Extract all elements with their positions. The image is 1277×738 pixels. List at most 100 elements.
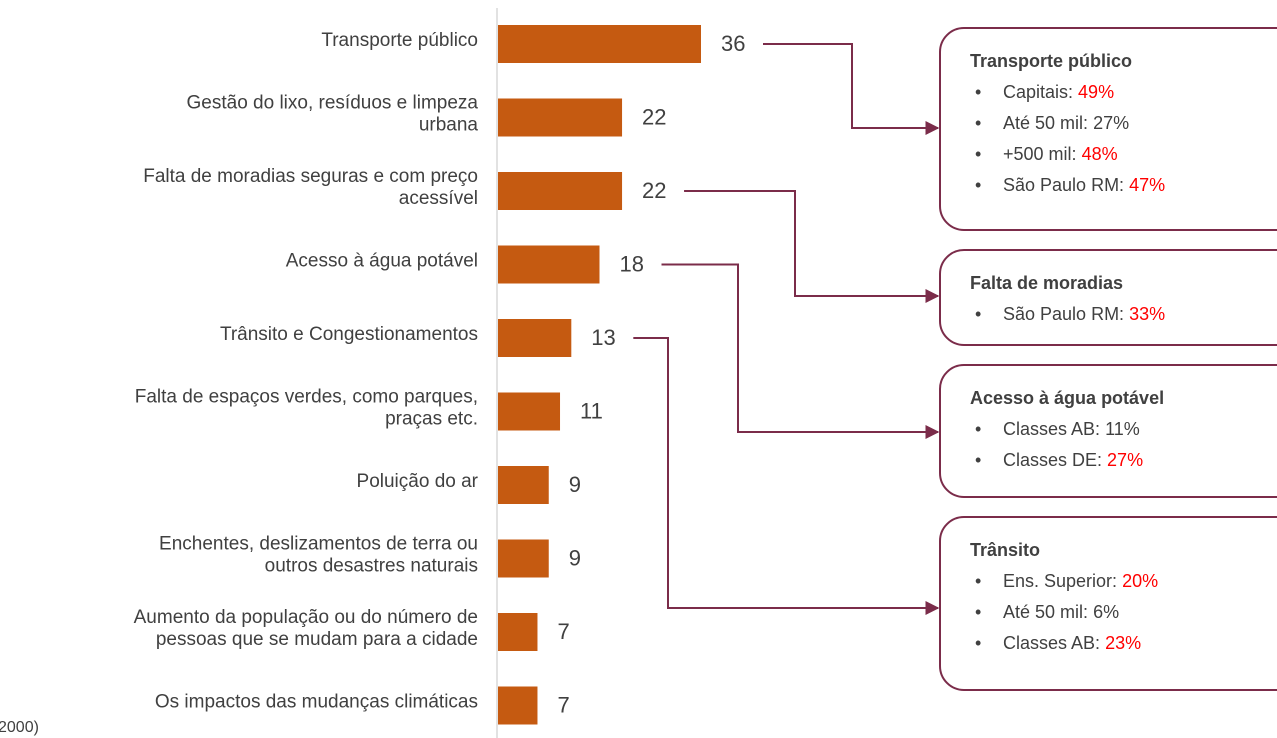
bar — [498, 466, 549, 504]
value-label: 9 — [569, 472, 581, 497]
item-value: 27% — [1107, 450, 1143, 470]
bullet: • — [975, 175, 981, 195]
bullet: • — [975, 571, 981, 591]
callout-item: São Paulo RM: 47% — [1003, 175, 1165, 195]
bullet: • — [975, 633, 981, 653]
value-label: 18 — [620, 251, 644, 276]
bar — [498, 98, 623, 137]
item-value: 33% — [1129, 304, 1165, 324]
callout-item: Ens. Superior: 20% — [1003, 571, 1158, 591]
bullet: • — [975, 419, 981, 439]
category-line: Gestão do lixo, resíduos e limpeza — [187, 93, 479, 114]
item-label: Classes AB: — [1003, 633, 1100, 653]
category-label: Aumento da população ou do número de pess… — [134, 607, 478, 650]
category-label: Acesso à água potável — [286, 251, 478, 272]
bar — [498, 25, 701, 63]
item-label: +500 mil: — [1003, 144, 1077, 164]
item-label: Até 50 mil: — [1003, 113, 1088, 133]
callout-title: Falta de moradias — [970, 273, 1123, 293]
category-line: pessoas que se mudam para a cidade — [156, 629, 478, 650]
item-label: Ens. Superior: — [1003, 571, 1117, 591]
item-label: Classes DE: — [1003, 450, 1102, 470]
callout-item: Classes AB: 23% — [1003, 633, 1141, 653]
item-value: 27% — [1093, 113, 1129, 133]
item-value: 20% — [1122, 571, 1158, 591]
callout-title: Trânsito — [970, 540, 1040, 560]
callout-item: Capitais: 49% — [1003, 82, 1114, 102]
bar — [498, 319, 572, 357]
bar — [498, 539, 549, 578]
footnote: 2000) — [0, 719, 39, 736]
bar — [498, 172, 623, 210]
category-label: Falta de espaços verdes, como parques, pr… — [135, 387, 478, 430]
bullet: • — [975, 602, 981, 622]
bullet: • — [975, 113, 981, 133]
connector — [661, 263, 940, 439]
value-label: 11 — [580, 398, 603, 423]
callout-item: Classes AB: 11% — [1003, 419, 1140, 439]
category-label: Poluição do ar — [357, 471, 479, 492]
category-label: Transporte público — [321, 30, 478, 51]
callout-box — [939, 249, 1277, 346]
category-line: Os impactos das mudanças climáticas — [155, 692, 478, 713]
item-value: 6% — [1093, 602, 1119, 622]
callout-title: Acesso à água potável — [970, 388, 1164, 408]
callout-title: Transporte público — [970, 51, 1132, 71]
item-value: 47% — [1129, 175, 1165, 195]
category-line: Falta de moradias seguras e com preço — [143, 166, 478, 187]
category-line: urbana — [419, 115, 479, 136]
callout-item: São Paulo RM: 33% — [1003, 304, 1165, 324]
bullet: • — [975, 304, 981, 324]
item-value: 49% — [1078, 82, 1114, 102]
category-line: Trânsito e Congestionamentos — [220, 324, 478, 345]
item-value: 23% — [1105, 633, 1141, 653]
callout-box — [939, 364, 1277, 498]
bullet: • — [975, 450, 981, 470]
callout-item: Até 50 mil: 6% — [1003, 602, 1119, 622]
connector — [633, 337, 940, 615]
value-label: 7 — [557, 692, 569, 717]
category-line: Poluição do ar — [357, 471, 479, 492]
callout-item: +500 mil: 48% — [1003, 144, 1118, 164]
item-label: São Paulo RM: — [1003, 175, 1124, 195]
callout-item: Classes DE: 27% — [1003, 450, 1143, 470]
category-line: acessível — [399, 188, 478, 209]
category-label: Os impactos das mudanças climáticas — [155, 692, 478, 713]
bar — [498, 613, 538, 651]
value-label: 9 — [569, 545, 581, 570]
bar — [498, 686, 538, 725]
callout-box — [939, 516, 1277, 691]
category-line: praças etc. — [385, 409, 478, 430]
value-label: 13 — [591, 325, 615, 350]
value-label: 22 — [642, 104, 666, 129]
item-label: Classes AB: — [1003, 419, 1100, 439]
category-line: Aumento da população ou do número de — [134, 607, 478, 628]
category-label: Trânsito e Congestionamentos — [220, 324, 478, 345]
category-line: Transporte público — [321, 30, 478, 51]
bullet: • — [975, 82, 981, 102]
value-label: 36 — [721, 31, 745, 56]
callout-item: Até 50 mil: 27% — [1003, 113, 1129, 133]
category-line: Acesso à água potável — [286, 251, 478, 272]
item-label: Capitais: — [1003, 82, 1073, 102]
callout-box — [939, 27, 1277, 231]
value-label: 22 — [642, 178, 666, 203]
category-line: outros desastres naturais — [265, 556, 478, 577]
item-label: São Paulo RM: — [1003, 304, 1124, 324]
connector — [684, 190, 940, 303]
category-line: Enchentes, deslizamentos de terra ou — [159, 534, 478, 555]
connector — [763, 43, 940, 135]
item-value: 11% — [1105, 419, 1140, 439]
category-label: Falta de moradias seguras e com preço ace… — [143, 166, 478, 209]
category-label: Gestão do lixo, resíduos e limpeza urbana — [187, 93, 479, 136]
item-value: 48% — [1082, 144, 1118, 164]
value-label: 7 — [557, 619, 569, 644]
item-label: Até 50 mil: — [1003, 602, 1088, 622]
bar — [498, 245, 600, 284]
bullet: • — [975, 144, 981, 164]
bar — [498, 392, 561, 431]
category-line: Falta de espaços verdes, como parques, — [135, 387, 478, 408]
category-label: Enchentes, deslizamentos de terra ou outr… — [159, 534, 478, 577]
